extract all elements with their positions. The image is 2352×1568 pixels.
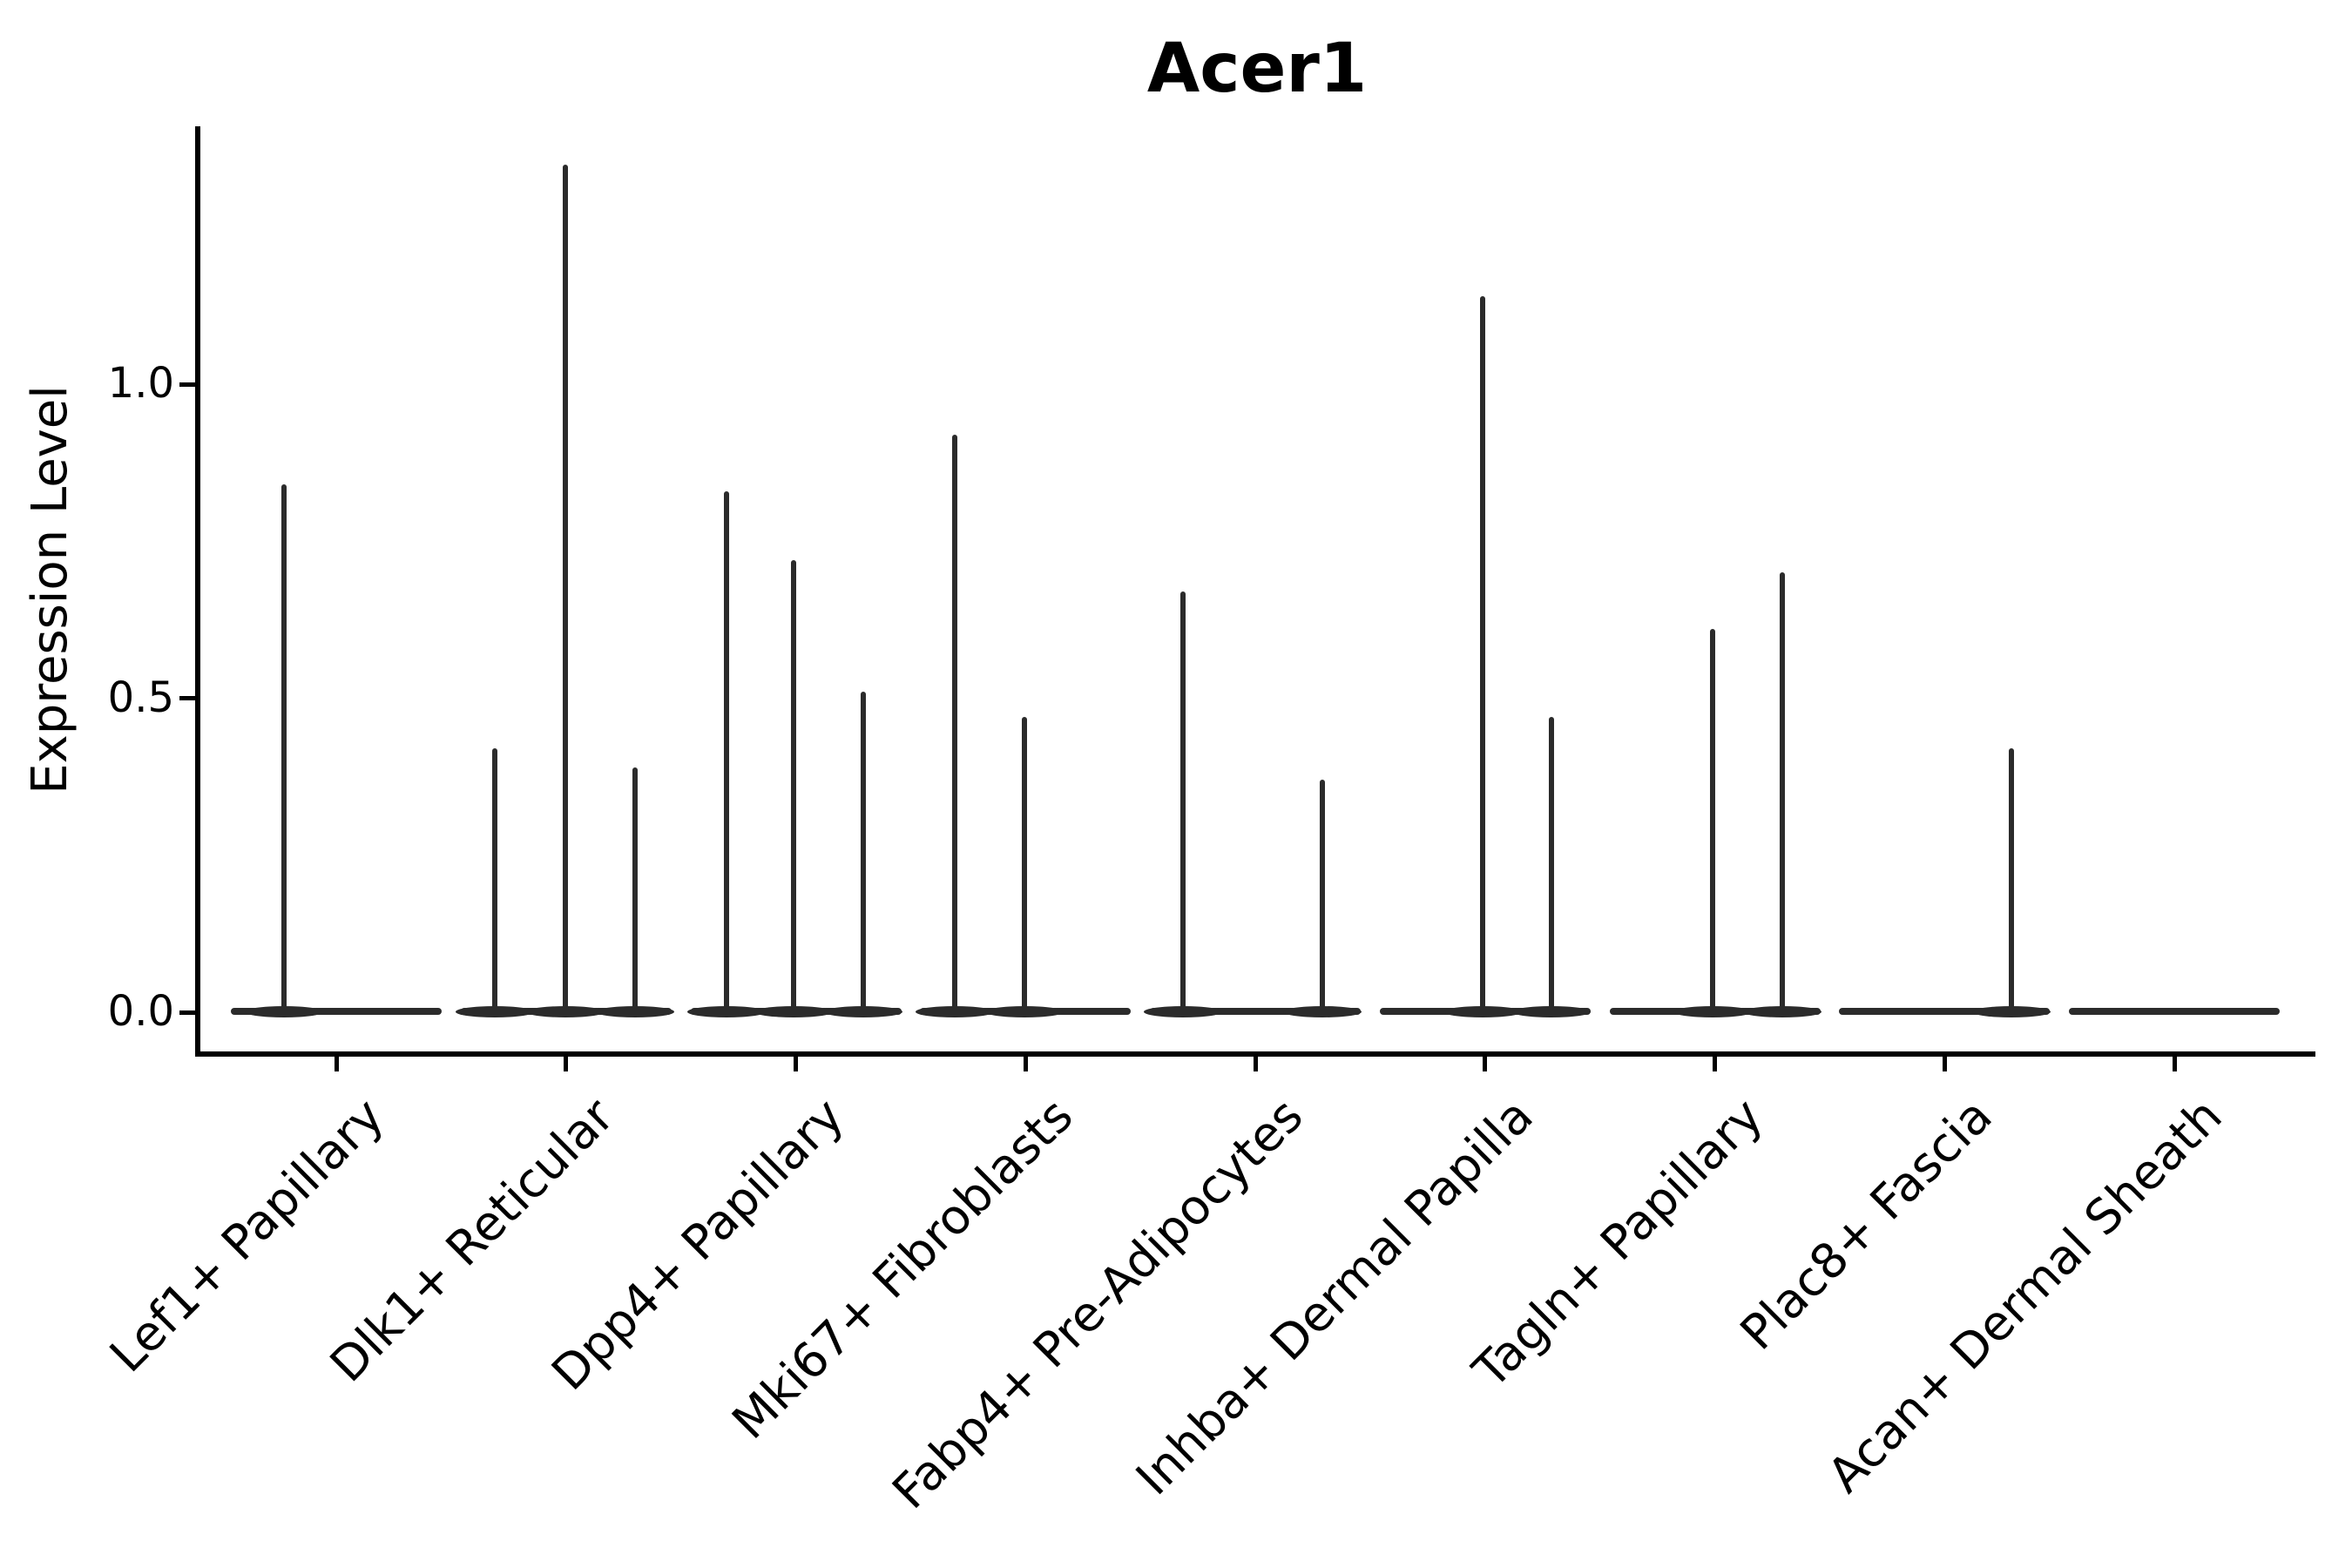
violin-base-swell	[916, 1005, 995, 1017]
x-tick	[1253, 1057, 1258, 1071]
violin-base	[1150, 1008, 1361, 1015]
y-tick-label: 0.0	[107, 987, 174, 1037]
violin-base-swell	[455, 1005, 534, 1017]
violin-spike	[2009, 748, 2015, 1011]
violin-base-swell	[1283, 1005, 1362, 1017]
violin-base-swell	[525, 1005, 605, 1017]
violin-spike	[1548, 717, 1554, 1011]
y-axis-spine	[195, 126, 200, 1057]
x-tick	[1942, 1057, 1947, 1071]
x-tick	[1713, 1057, 1717, 1071]
x-tick	[334, 1057, 339, 1071]
violin-spike	[491, 748, 497, 1011]
y-axis-label: Expression Level	[22, 385, 78, 794]
chart-title: Acer1	[1146, 30, 1368, 108]
violin-spike	[281, 484, 287, 1011]
violin-base	[2069, 1008, 2280, 1015]
x-tick	[794, 1057, 798, 1071]
violin-spike	[1180, 591, 1186, 1011]
violin-base-swell	[1972, 1005, 2051, 1017]
violin-base-swell	[1673, 1005, 1752, 1017]
x-tick	[564, 1057, 569, 1071]
violin-base	[1839, 1008, 2051, 1015]
violin-base-swell	[823, 1005, 902, 1017]
violin-base-swell	[245, 1005, 323, 1017]
violin-spike	[1709, 629, 1715, 1011]
violin-spike	[1320, 780, 1325, 1011]
y-tick	[179, 382, 198, 387]
x-tick	[2172, 1057, 2177, 1071]
y-tick	[179, 696, 198, 700]
x-tick	[1023, 1057, 1028, 1071]
violin-spike	[632, 767, 638, 1011]
y-tick-label: 1.0	[107, 359, 174, 409]
violin-base-swell	[1742, 1005, 1821, 1017]
violin-base-swell	[595, 1005, 674, 1017]
x-axis-spine	[195, 1051, 2315, 1057]
violin-base	[231, 1008, 442, 1015]
violin-spike	[1022, 717, 1028, 1011]
violin-base-swell	[686, 1005, 766, 1017]
x-tick	[1483, 1057, 1488, 1071]
violin-spike	[723, 490, 729, 1011]
violin-spike	[860, 692, 866, 1011]
violin-spike	[1779, 572, 1785, 1011]
violin-base-swell	[985, 1005, 1064, 1017]
violin-spike	[1479, 296, 1485, 1011]
y-tick	[179, 1010, 198, 1015]
violin-spike	[790, 559, 796, 1011]
violin-base-swell	[1144, 1005, 1222, 1017]
violin-base-swell	[1511, 1005, 1591, 1017]
violin-base-swell	[1443, 1005, 1522, 1017]
violin-spike	[952, 434, 958, 1011]
y-tick-label: 0.5	[107, 672, 174, 722]
violin-spike	[562, 164, 568, 1011]
violin-base-swell	[754, 1005, 833, 1017]
